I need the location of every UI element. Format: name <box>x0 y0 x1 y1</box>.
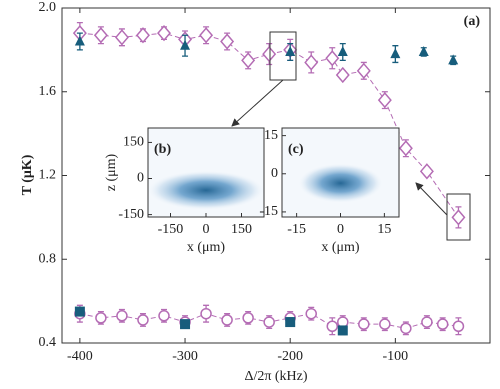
x-tick-label: -200 <box>277 349 303 364</box>
diamond-marker <box>157 24 171 42</box>
y-tick-label: -150 <box>118 207 144 222</box>
circle-marker <box>242 312 254 324</box>
square-marker <box>337 325 348 336</box>
triangle-marker <box>337 45 348 56</box>
diamond-marker <box>262 45 277 63</box>
circle-marker <box>421 316 433 328</box>
diamond-marker <box>93 27 108 44</box>
square-marker <box>285 317 296 328</box>
diamond-marker <box>135 27 150 44</box>
diamond-marker <box>356 62 371 79</box>
circle-marker <box>221 314 233 326</box>
circle-marker <box>137 314 149 326</box>
x-tick-label: 0 <box>337 222 344 237</box>
arrow <box>231 79 284 127</box>
diamond-marker <box>220 33 235 50</box>
diamond-marker <box>304 54 319 71</box>
x-tick-label: 150 <box>231 222 252 237</box>
x-axis-label: x (μm) <box>187 240 226 255</box>
y-tick-label: 0.8 <box>39 251 57 266</box>
y-tick-label: 0.4 <box>39 335 57 350</box>
square-marker <box>180 319 191 330</box>
circle-marker <box>400 322 412 335</box>
diamond-marker <box>419 163 434 180</box>
y-tick-label: 0 <box>271 166 278 181</box>
triangle-marker <box>448 54 459 65</box>
circle-marker <box>305 307 317 320</box>
diamond-marker <box>325 50 340 67</box>
y-axis-label: T (μK) <box>20 154 35 195</box>
y-tick-label: 15 <box>264 128 278 143</box>
diamond-marker <box>377 91 392 109</box>
inset-label: (b) <box>154 142 171 157</box>
circle-marker <box>95 312 107 324</box>
y-tick-label: 0 <box>137 171 144 186</box>
arrow <box>415 182 448 216</box>
zoom-box <box>446 193 471 241</box>
circle-marker <box>200 307 212 320</box>
inset-label: (c) <box>288 142 304 157</box>
atom-cloud <box>298 163 383 203</box>
circle-marker <box>452 320 465 332</box>
x-tick-label: -150 <box>158 222 184 237</box>
diamond-marker <box>241 52 256 69</box>
y-tick-label: 2.0 <box>39 0 57 15</box>
triangle-marker <box>418 45 429 56</box>
triangle-marker <box>390 48 401 59</box>
circle-marker <box>158 310 170 322</box>
y-tick-label: 1.2 <box>39 168 57 183</box>
square-marker <box>74 306 85 317</box>
atom-cloud <box>148 170 264 210</box>
y-tick-label: 150 <box>123 135 144 150</box>
circle-marker <box>263 316 275 328</box>
diamond-marker <box>114 29 129 46</box>
x-tick-label: -100 <box>383 349 409 364</box>
diamond-marker <box>451 209 466 226</box>
triangle-marker <box>285 45 296 56</box>
diamond-marker <box>335 66 350 84</box>
x-tick-label: 0 <box>203 222 210 237</box>
diamond-marker <box>398 140 413 157</box>
panel-label: (a) <box>464 14 481 29</box>
y-tick-label: 1.6 <box>39 84 57 99</box>
x-axis-label: x (μm) <box>321 240 360 255</box>
x-tick-label: 15 <box>377 222 391 237</box>
circle-marker <box>326 320 339 332</box>
x-tick-label: -300 <box>172 349 198 364</box>
circle-marker <box>358 318 370 330</box>
circle-marker <box>116 310 128 322</box>
x-tick-label: -15 <box>287 222 306 237</box>
triangle-marker <box>180 39 191 50</box>
circle-marker <box>379 318 391 330</box>
y-tick-label: -15 <box>259 204 278 219</box>
x-tick-label: -400 <box>67 349 93 364</box>
triangle-marker <box>74 35 85 46</box>
circle-marker <box>436 318 449 330</box>
diamond-marker <box>199 27 214 44</box>
y-axis-label: z (μm) <box>104 153 119 191</box>
x-axis-label: Δ/2π (kHz) <box>244 369 307 384</box>
